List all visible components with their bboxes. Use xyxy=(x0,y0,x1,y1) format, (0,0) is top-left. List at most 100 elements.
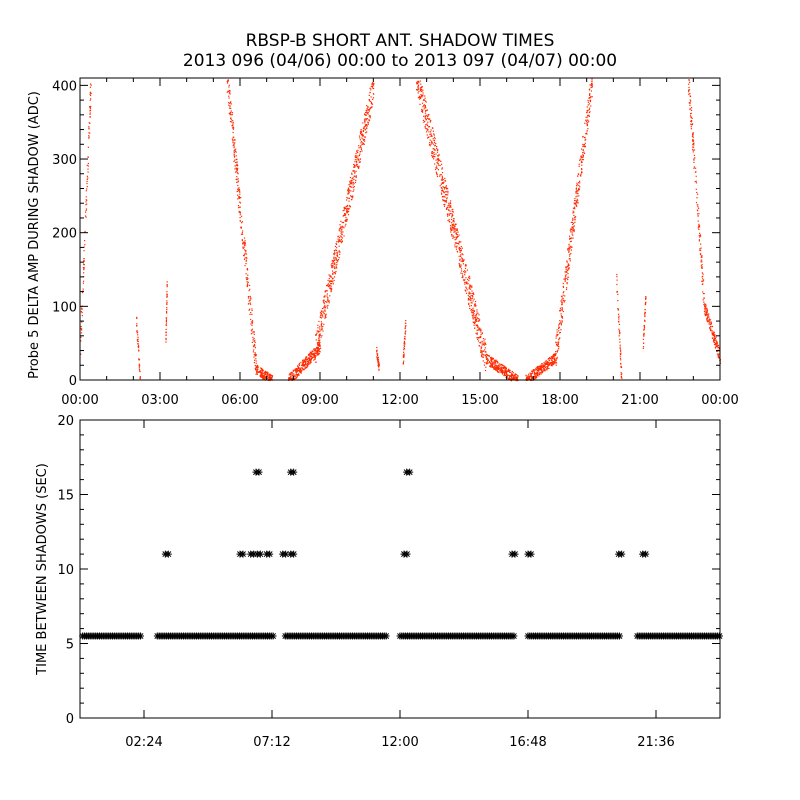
amp-data-point xyxy=(550,363,552,365)
amp-data-point xyxy=(493,366,495,368)
amp-data-point xyxy=(338,239,340,241)
amp-data-point xyxy=(235,159,237,161)
amp-data-point xyxy=(582,152,584,154)
amp-data-point xyxy=(564,280,566,282)
amp-data-point xyxy=(80,353,82,355)
amp-data-point xyxy=(545,361,547,363)
dt-data-point xyxy=(266,550,274,558)
amp-data-point xyxy=(620,375,622,377)
amp-data-point xyxy=(485,354,487,356)
amp-data-point xyxy=(717,356,719,358)
amp-data-point xyxy=(540,364,542,366)
amp-data-point xyxy=(581,171,583,173)
amp-data-point xyxy=(480,335,482,337)
amp-data-point xyxy=(698,240,700,242)
amp-data-point xyxy=(569,229,571,231)
amp-data-point xyxy=(499,367,501,369)
amp-data-point xyxy=(536,366,538,368)
amp-data-point xyxy=(516,377,518,379)
amp-data-point xyxy=(356,159,358,161)
amp-data-point xyxy=(330,290,332,292)
amp-data-point xyxy=(433,139,435,141)
amp-data-point xyxy=(502,364,504,367)
amp-data-point xyxy=(308,358,310,360)
amp-data-point xyxy=(416,81,418,83)
amp-data-point xyxy=(490,358,492,360)
amp-data-point xyxy=(236,169,238,171)
amp-data-point xyxy=(83,250,85,252)
amp-data-point xyxy=(363,126,365,128)
amp-data-point xyxy=(418,95,421,97)
amp-data-point xyxy=(295,369,297,371)
amp-data-point xyxy=(81,292,84,294)
amp-data-point xyxy=(460,266,462,268)
amp-data-point xyxy=(246,285,248,288)
amp-data-point xyxy=(89,99,91,101)
amp-data-point xyxy=(585,120,588,122)
amp-data-point xyxy=(317,339,319,341)
amp-data-point xyxy=(705,305,707,307)
amp-data-point xyxy=(236,171,238,173)
amp-data-point xyxy=(403,348,406,350)
amp-data-point xyxy=(486,361,488,363)
amp-data-point xyxy=(424,106,426,108)
amp-data-point xyxy=(471,314,473,316)
amp-data-point xyxy=(459,241,461,243)
amp-data-point xyxy=(268,376,270,378)
amp-data-point xyxy=(334,251,336,253)
amp-data-point xyxy=(573,229,575,231)
amp-data-point xyxy=(555,362,558,364)
amp-data-point xyxy=(253,344,256,346)
amp-data-point xyxy=(251,320,254,322)
amp-data-point xyxy=(244,253,246,255)
amp-data-point xyxy=(378,366,380,368)
amp-data-point xyxy=(368,119,370,121)
amp-data-point xyxy=(454,246,456,248)
amp-data-point xyxy=(715,343,717,345)
amp-data-point xyxy=(620,359,622,361)
amp-data-point xyxy=(690,121,693,123)
amp-data-point xyxy=(83,264,85,266)
amp-data-point xyxy=(403,337,406,339)
amp-data-point xyxy=(442,186,444,188)
amp-data-point xyxy=(436,174,438,176)
amp-data-point xyxy=(575,216,577,218)
amp-data-point xyxy=(703,297,705,299)
amp-data-point xyxy=(378,369,380,371)
amp-data-point xyxy=(313,356,315,358)
amp-data-point xyxy=(355,176,357,178)
amp-data-point xyxy=(334,245,337,247)
amp-x-tick-label: 00:00 xyxy=(61,393,98,408)
amp-data-point xyxy=(352,190,354,192)
amp-data-point xyxy=(586,124,588,126)
amp-data-point xyxy=(422,109,424,111)
amp-data-point xyxy=(89,91,92,93)
amp-data-point xyxy=(315,350,317,352)
amp-data-point xyxy=(439,159,441,162)
amp-data-point xyxy=(503,366,505,368)
amp-data-point xyxy=(642,338,644,340)
amp-data-point xyxy=(459,258,461,260)
amp-data-point xyxy=(376,356,378,358)
amp-data-point xyxy=(585,139,587,141)
amp-point-cluster xyxy=(80,83,92,355)
amp-data-point xyxy=(559,331,561,334)
amp-data-point xyxy=(165,317,167,319)
amp-data-point xyxy=(237,189,240,191)
amp-data-point xyxy=(349,205,351,207)
amp-data-point xyxy=(360,141,363,143)
amp-data-point xyxy=(355,154,357,157)
amp-data-point xyxy=(561,300,563,302)
amp-data-point xyxy=(234,168,236,170)
amp-data-point xyxy=(487,360,489,362)
amp-data-point xyxy=(469,296,471,298)
amp-data-point xyxy=(324,314,326,316)
amp-data-point xyxy=(302,363,304,365)
dt-data-point xyxy=(282,550,290,558)
amp-data-point xyxy=(80,326,82,328)
amp-data-point xyxy=(554,353,557,355)
amp-data-point xyxy=(565,270,567,273)
amp-data-point xyxy=(303,364,305,366)
amp-data-point xyxy=(377,362,379,364)
